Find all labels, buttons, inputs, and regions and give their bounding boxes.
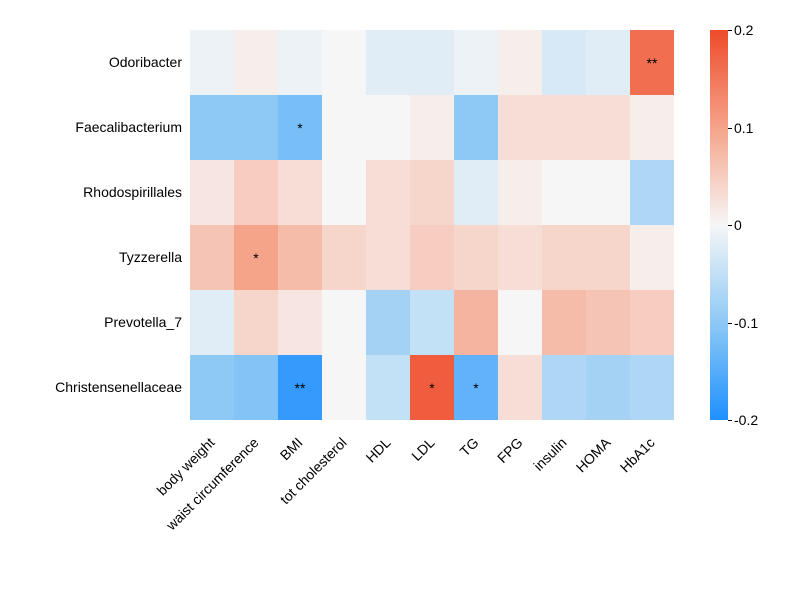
heatmap-grid: ******** <box>190 30 674 420</box>
heatmap-cell <box>190 355 234 420</box>
heatmap-cell <box>410 30 454 95</box>
heatmap-cell <box>586 30 630 95</box>
heatmap-cell <box>630 95 674 160</box>
heatmap-cell <box>410 160 454 225</box>
heatmap-cell <box>234 30 278 95</box>
heatmap-cell <box>322 30 366 95</box>
heatmap-cell <box>366 355 410 420</box>
heatmap-cell <box>410 290 454 355</box>
heatmap-cell <box>190 30 234 95</box>
colorbar-tick-label: -0.1 <box>734 315 758 331</box>
heatmap-cell <box>542 225 586 290</box>
significance-marker: * <box>253 250 258 266</box>
heatmap-cell <box>586 95 630 160</box>
y-axis-label: Tyzzerella <box>119 249 182 265</box>
heatmap-cell: ** <box>278 355 322 420</box>
correlation-heatmap-figure: ******** OdoribacterFaecalibacteriumRhod… <box>0 0 800 599</box>
y-axis-label: Odoribacter <box>109 54 182 70</box>
heatmap-cell <box>190 160 234 225</box>
heatmap-cell <box>234 290 278 355</box>
colorbar-tick <box>728 420 732 421</box>
heatmap-cell <box>190 225 234 290</box>
heatmap-cell: * <box>234 225 278 290</box>
heatmap-cell <box>586 290 630 355</box>
heatmap-cell <box>630 290 674 355</box>
significance-marker: ** <box>295 380 306 396</box>
heatmap-cell <box>498 160 542 225</box>
heatmap-cell <box>322 160 366 225</box>
heatmap-cell <box>366 30 410 95</box>
heatmap-cell <box>190 95 234 160</box>
heatmap-cell <box>630 355 674 420</box>
heatmap-row: ** <box>190 30 674 95</box>
heatmap-cell <box>190 290 234 355</box>
heatmap-cell <box>630 160 674 225</box>
heatmap-cell <box>586 160 630 225</box>
heatmap-cell <box>366 160 410 225</box>
heatmap-cell <box>498 30 542 95</box>
heatmap-cell <box>454 30 498 95</box>
heatmap-cell <box>586 225 630 290</box>
colorbar: 0.20.10-0.1-0.2 <box>710 30 778 420</box>
heatmap-cell <box>454 225 498 290</box>
heatmap-row <box>190 290 674 355</box>
heatmap-cell <box>542 95 586 160</box>
significance-marker: * <box>473 380 478 396</box>
colorbar-tick-label: 0.2 <box>734 22 753 38</box>
significance-marker: * <box>429 380 434 396</box>
heatmap-cell <box>542 160 586 225</box>
colorbar-tick-label: 0 <box>734 217 742 233</box>
heatmap-cell <box>322 355 366 420</box>
heatmap-cell <box>366 290 410 355</box>
heatmap-cell <box>498 290 542 355</box>
heatmap-cell <box>410 95 454 160</box>
heatmap-cell <box>278 30 322 95</box>
colorbar-tick <box>728 225 732 226</box>
heatmap-cell <box>322 95 366 160</box>
y-axis-label: Faecalibacterium <box>75 119 182 135</box>
colorbar-tick <box>728 30 732 31</box>
heatmap-cell <box>410 225 454 290</box>
heatmap-cell: * <box>410 355 454 420</box>
heatmap-cell: * <box>278 95 322 160</box>
heatmap-cell <box>322 225 366 290</box>
heatmap-cell <box>278 160 322 225</box>
heatmap-cell <box>234 160 278 225</box>
heatmap-cell <box>542 30 586 95</box>
significance-marker: ** <box>647 55 658 71</box>
heatmap-cell <box>586 355 630 420</box>
heatmap-cell <box>498 355 542 420</box>
heatmap-cell <box>454 95 498 160</box>
heatmap-cell <box>454 160 498 225</box>
heatmap-row: * <box>190 225 674 290</box>
heatmap-cell <box>498 95 542 160</box>
heatmap-cell <box>542 355 586 420</box>
heatmap-row: **** <box>190 355 674 420</box>
significance-marker: * <box>297 120 302 136</box>
heatmap-cell <box>234 355 278 420</box>
heatmap-cell <box>542 290 586 355</box>
heatmap-cell <box>234 95 278 160</box>
heatmap-cell <box>630 225 674 290</box>
heatmap-cell <box>366 225 410 290</box>
heatmap-cell: ** <box>630 30 674 95</box>
colorbar-tick <box>728 128 732 129</box>
heatmap-cell <box>366 95 410 160</box>
heatmap-cell <box>322 290 366 355</box>
colorbar-tick-label: -0.2 <box>734 412 758 428</box>
heatmap-cell <box>454 290 498 355</box>
heatmap-cell <box>278 225 322 290</box>
colorbar-gradient <box>710 30 728 420</box>
y-axis-label: Rhodospirillales <box>83 184 182 200</box>
y-axis-label: Christensenellaceae <box>55 379 182 395</box>
colorbar-tick-label: 0.1 <box>734 120 753 136</box>
heatmap-cell <box>498 225 542 290</box>
colorbar-tick <box>728 323 732 324</box>
heatmap-cell <box>278 290 322 355</box>
heatmap-cell: * <box>454 355 498 420</box>
heatmap-row: * <box>190 95 674 160</box>
heatmap-row <box>190 160 674 225</box>
y-axis-label: Prevotella_7 <box>104 314 182 330</box>
